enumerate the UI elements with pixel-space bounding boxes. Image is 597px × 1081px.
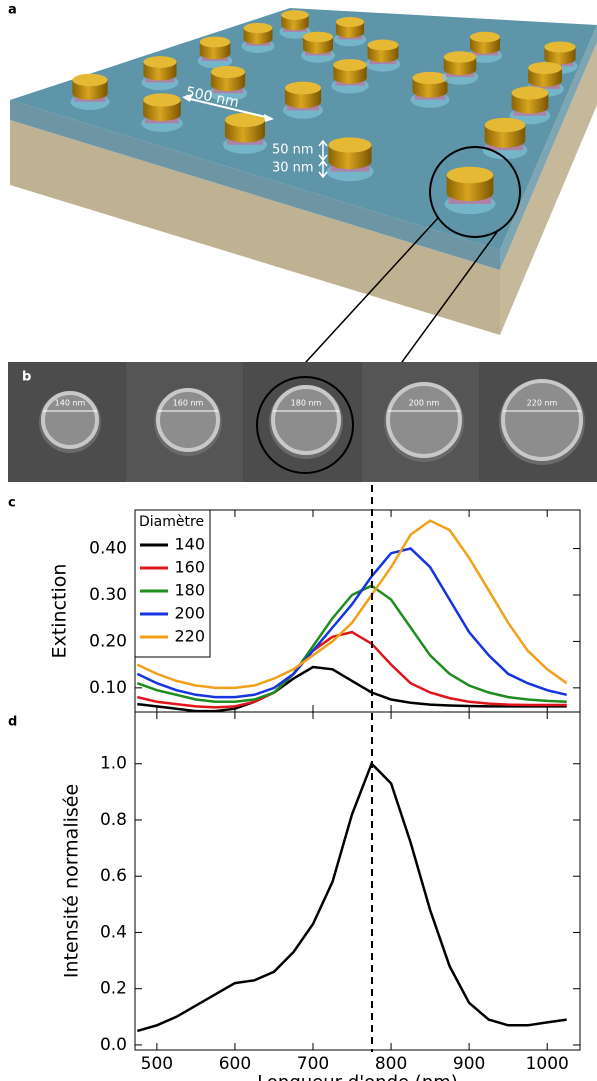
particle [41,391,99,449]
series-line [137,630,567,709]
legend-label: 160 [174,558,205,577]
pillar-top [284,81,322,95]
arrow-head [182,94,192,102]
pillar-top [443,51,477,63]
pillar-top [143,93,181,107]
pillar-top [224,112,266,128]
zoom-circle [429,146,521,238]
sem-label: 140 nm [55,399,86,408]
y-tick-label: 0.40 [89,539,127,559]
layer-front [10,100,500,270]
y-axis-title: Extinction [49,564,71,659]
slab-right [500,42,597,335]
pillar-top [333,59,367,71]
pillar-top [335,17,365,27]
y-tick-label: 0.30 [89,585,127,605]
arrow [185,97,271,119]
x-axis-title: Longueur d'onde (nm) [257,1072,458,1081]
particle [271,385,341,455]
y-tick-label: 0.4 [100,922,127,942]
legend-label: 180 [174,581,205,600]
pillar-top [412,71,448,85]
panel-label: a [8,3,17,18]
y-tick-label: 0.6 [100,866,127,886]
pillar-top [328,137,372,153]
sem-label: 220 nm [527,399,558,408]
pillar-top [303,31,333,43]
legend-label: 140 [174,535,205,554]
legend-box [134,509,211,658]
plot-frame [134,711,581,1051]
panel-label: c [8,496,16,511]
series-line [137,665,567,713]
x-tick-label: 700 [297,1054,329,1074]
x-tick-label: 600 [219,1054,251,1074]
pillar-top [143,56,177,68]
pillar-top [446,166,494,184]
sem-label: 200 nm [409,399,440,408]
x-tick-label: 500 [141,1054,173,1074]
x-tick-label: 1000 [526,1054,569,1074]
y-tick-label: 0.20 [89,631,127,651]
slab-front [10,120,500,335]
series-line [136,584,567,704]
pillar-top [470,31,500,43]
y-tick-label: 0.10 [89,678,127,698]
dimension-label: 30 nm [272,161,314,176]
y-tick-label: 1.0 [100,754,127,774]
y-tick-label: 0.2 [100,979,127,999]
series-line [136,519,568,690]
pillar-top [511,86,549,100]
sem-label: 160 nm [173,399,204,408]
charts: 0.10 0.20 0.30 0.40 Extinction Diamètre 140 160… [49,509,581,1081]
pillar-top [210,65,246,79]
legend-label: 200 [174,604,205,623]
panel-label: d [8,715,17,730]
pillar-top [199,36,231,48]
layer-right [500,25,597,270]
pillar-top [281,10,309,20]
dimension-arrows [318,139,328,179]
particle [501,379,583,461]
particle [386,382,462,458]
y-axis-title: Intensité normalisée [61,784,83,978]
pillar-top [484,117,526,133]
arrow-head [264,114,274,122]
particle [156,388,220,452]
legend-label: 220 [174,627,205,646]
dimension-label: 50 nm [272,143,314,158]
panel-label: b [22,370,31,385]
pillar-top [367,39,399,51]
x-tick-label: 900 [453,1054,485,1074]
pillar-top [528,62,562,74]
x-tick-label: 800 [375,1054,407,1074]
pillars [70,10,578,215]
y-tick-label: 0.0 [100,1035,127,1055]
y-tick-label: 0.8 [100,810,127,830]
pillar-top [544,41,576,53]
series-line [136,761,567,1033]
zoom-circle [256,376,354,474]
pillar-top [72,73,108,87]
sem-images: 140 nm 160 nm 180 nm 200 nm 220 nm [8,362,597,482]
sem-label: 180 nm [291,399,322,408]
series-line [136,547,567,699]
legend-title: Diamètre [139,514,204,530]
pillar-top [243,22,273,34]
